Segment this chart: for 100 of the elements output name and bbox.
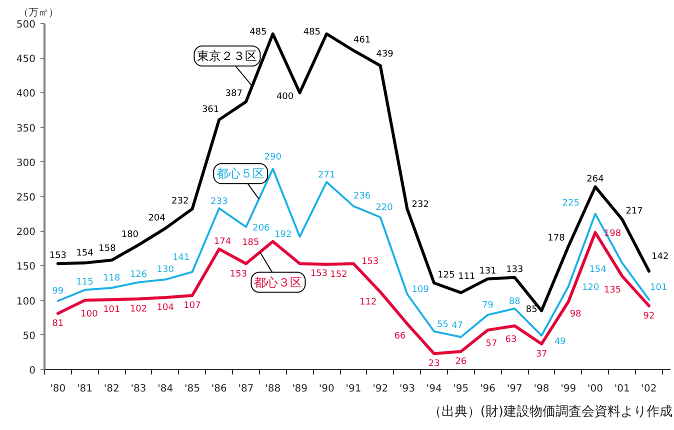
data-label: 26 — [455, 357, 467, 368]
series-label: 東京２３区 — [197, 49, 258, 64]
data-label: 120 — [582, 282, 600, 293]
data-label: 100 — [80, 309, 98, 320]
data-label: 112 — [360, 298, 377, 308]
x-tick-label: '99 — [560, 384, 576, 394]
data-label: 101 — [103, 305, 120, 316]
data-label: 206 — [252, 223, 270, 234]
data-label: 115 — [76, 277, 94, 288]
data-label: 118 — [103, 273, 121, 284]
data-label: 63 — [505, 334, 517, 345]
data-label: 461 — [353, 36, 371, 46]
data-label: 236 — [353, 191, 371, 202]
data-label: 220 — [376, 203, 394, 214]
x-tick-label: '80 — [50, 384, 66, 394]
x-tick-label: '00 — [588, 384, 604, 394]
data-label: 178 — [548, 234, 566, 244]
data-label: 158 — [98, 244, 116, 254]
data-label: 361 — [202, 104, 220, 115]
data-label: 153 — [310, 269, 328, 280]
data-label: 174 — [214, 236, 232, 247]
data-label: 217 — [626, 206, 643, 217]
data-label: 152 — [330, 270, 348, 280]
series-label: 都心３区 — [254, 275, 302, 290]
data-label: 485 — [250, 28, 267, 38]
y-tick-label: 500 — [16, 20, 36, 30]
data-label: 233 — [210, 196, 228, 207]
x-tick-label: '90 — [318, 384, 334, 394]
x-tick-label: '85 — [184, 384, 200, 394]
data-label: 66 — [394, 332, 406, 342]
x-tick-label: '91 — [346, 384, 362, 394]
data-label: 271 — [318, 170, 336, 180]
data-label: 126 — [130, 270, 148, 280]
x-tick-label: '98 — [534, 384, 550, 394]
y-tick-label: 100 — [16, 296, 36, 308]
x-tick-label: '87 — [238, 384, 254, 394]
x-tick-label: '81 — [77, 384, 93, 394]
x-tick-label: '88 — [265, 384, 281, 394]
x-tick-label: '84 — [158, 384, 174, 394]
data-label: 485 — [303, 28, 321, 38]
data-label: 92 — [643, 311, 655, 322]
data-label: 23 — [428, 359, 440, 370]
data-label: 109 — [412, 285, 430, 296]
y-tick-label: 450 — [16, 54, 36, 66]
x-tick-label: '96 — [480, 384, 496, 394]
data-label: 55 — [437, 320, 448, 330]
data-label: 135 — [604, 286, 622, 296]
data-label: 264 — [586, 174, 604, 184]
y-tick-label: 300 — [16, 158, 36, 169]
x-tick-label: '92 — [372, 384, 388, 394]
y-tick-label: 50 — [22, 330, 36, 342]
data-label: 101 — [650, 283, 668, 294]
series-label: 都心５区 — [216, 166, 265, 181]
data-label: 98 — [570, 309, 582, 320]
y-tick-label: 150 — [16, 262, 36, 273]
data-label: 387 — [225, 89, 242, 100]
data-label: 439 — [376, 50, 394, 60]
data-label: 130 — [156, 265, 174, 276]
y-tick-label: 350 — [16, 123, 36, 134]
data-label: 141 — [172, 252, 190, 263]
data-label: 225 — [562, 198, 580, 208]
x-tick-label: '97 — [506, 384, 522, 394]
data-label: 47 — [452, 320, 463, 331]
data-label: 88 — [508, 297, 521, 308]
data-label: 81 — [52, 318, 64, 329]
y-tick-label: 0 — [29, 366, 36, 376]
data-label: 111 — [458, 272, 476, 282]
x-tick-label: '83 — [130, 384, 146, 394]
data-label: 154 — [76, 248, 94, 258]
data-label: 102 — [130, 304, 148, 314]
data-label: 79 — [482, 300, 494, 310]
data-label: 125 — [438, 270, 455, 280]
data-label: 142 — [652, 252, 669, 262]
data-label: 204 — [148, 214, 166, 224]
data-label: 290 — [264, 152, 282, 162]
data-label: 400 — [276, 92, 294, 102]
data-label: 154 — [589, 264, 607, 275]
y-axis-title: （万㎡） — [18, 8, 58, 18]
data-label: 133 — [506, 264, 524, 275]
data-label: 37 — [536, 349, 548, 360]
x-tick-label: '01 — [614, 384, 630, 394]
data-label: 104 — [156, 303, 174, 314]
data-label: 99 — [52, 286, 64, 296]
data-label: 232 — [412, 200, 429, 210]
data-label: 153 — [230, 270, 247, 280]
x-tick-label: '89 — [292, 384, 308, 394]
y-tick-label: 250 — [16, 192, 36, 204]
x-tick-label: '86 — [211, 384, 227, 394]
data-label: 153 — [361, 256, 379, 267]
x-tick-label: '02 — [641, 384, 657, 394]
data-label: 185 — [242, 238, 260, 248]
data-label: 232 — [172, 196, 189, 206]
data-label: 49 — [554, 336, 566, 347]
x-tick-label: '94 — [426, 384, 442, 394]
data-label: 57 — [486, 339, 498, 350]
x-tick-label: '95 — [453, 384, 469, 394]
data-label: 192 — [274, 230, 292, 240]
data-label: 85 — [526, 304, 538, 315]
x-tick-label: '93 — [399, 384, 415, 394]
x-tick-label: '82 — [104, 384, 120, 394]
